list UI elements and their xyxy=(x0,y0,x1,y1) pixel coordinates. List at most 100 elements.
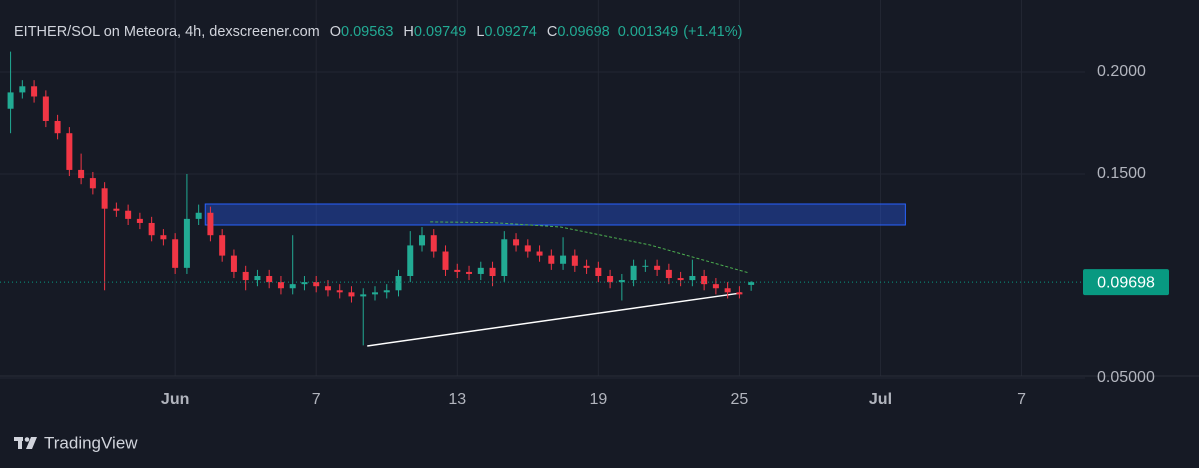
candle-body xyxy=(242,271,249,281)
candle-body xyxy=(724,288,731,293)
candle-body xyxy=(701,276,708,285)
ohlc-label: H xyxy=(403,24,414,40)
candle-body xyxy=(277,282,284,289)
logo-part xyxy=(18,437,22,449)
curve xyxy=(430,221,749,274)
axes: 0.05000 0.1500 0.2000 Jun 7 13 19 25 Jul 7 0.09698 xyxy=(0,63,1199,408)
ohlc-label: C xyxy=(546,24,558,40)
candle-body xyxy=(230,255,237,272)
candle-body xyxy=(665,269,672,279)
logo-part xyxy=(26,437,37,449)
candle-body xyxy=(466,271,473,274)
drawings xyxy=(204,203,906,347)
candles xyxy=(7,51,755,346)
x-tick-label: Jun xyxy=(161,391,189,408)
candle-body xyxy=(160,235,167,240)
brand: TradingView xyxy=(44,433,138,452)
ohlc-value: 0.09274 xyxy=(484,24,537,40)
candle-body xyxy=(748,282,755,285)
price-label: 0.09698 xyxy=(1097,274,1155,291)
candle-body xyxy=(654,265,661,270)
candle-body xyxy=(430,235,437,252)
candle-body xyxy=(101,188,108,209)
candle-body xyxy=(78,169,85,179)
candle-body xyxy=(172,239,179,268)
grid xyxy=(0,0,1085,379)
candle-body xyxy=(583,265,590,268)
candle-body xyxy=(266,276,273,283)
candle-body xyxy=(148,222,155,236)
candle-body xyxy=(595,267,602,277)
candle-body xyxy=(136,218,143,223)
candle-body xyxy=(360,294,367,297)
trendline xyxy=(367,292,742,347)
candle-body xyxy=(183,218,190,268)
candle-body xyxy=(513,239,520,246)
ohlc-label: O xyxy=(329,24,341,40)
zone-rectangle xyxy=(204,203,906,226)
y-tick-label: 0.05000 xyxy=(1097,369,1155,386)
y-tick-label: 0.1500 xyxy=(1097,165,1146,182)
candle-body xyxy=(407,245,414,277)
candle-body xyxy=(336,290,343,293)
x-tick-label: 7 xyxy=(1017,391,1026,408)
candle-body xyxy=(677,278,684,281)
candle-body xyxy=(689,276,696,281)
candle-body xyxy=(254,276,261,281)
candle-body xyxy=(125,210,132,219)
change: 0.001349 xyxy=(617,24,679,40)
candle-body xyxy=(383,290,390,293)
price-label-box xyxy=(1083,269,1169,296)
candle-body xyxy=(489,267,496,277)
candle-body xyxy=(195,212,202,219)
candle-body xyxy=(113,208,120,211)
ohlc-label: L xyxy=(476,24,485,40)
x-tick-label: 19 xyxy=(589,391,607,408)
candle-body xyxy=(66,133,73,170)
candle-body xyxy=(348,292,355,297)
candle-body xyxy=(442,251,449,270)
change-percent: (+1.41%) xyxy=(683,24,743,40)
symbol-title: EITHER/SOL on Meteora, 4h, dexscreener.c… xyxy=(14,24,320,40)
candle-body xyxy=(571,255,578,266)
legend-header: EITHER/SOL on Meteora, 4h, dexscreener.c… xyxy=(14,24,742,40)
candle-body xyxy=(54,120,61,134)
candle-body xyxy=(324,286,331,291)
candle-body xyxy=(712,284,719,289)
brand-logo xyxy=(14,437,37,449)
candle-body xyxy=(536,251,543,256)
candle-body xyxy=(31,86,38,97)
x-tick-label: 7 xyxy=(312,391,321,408)
y-tick-label: 0.2000 xyxy=(1097,63,1146,80)
ohlc-value: 0.09749 xyxy=(413,24,467,40)
candle-body xyxy=(7,92,14,109)
candle-body xyxy=(42,96,49,121)
candle-body xyxy=(477,267,484,274)
candle-body xyxy=(19,86,26,93)
candle-body xyxy=(618,280,625,283)
candle-body xyxy=(89,178,96,189)
candle-body xyxy=(501,239,508,277)
candle-body xyxy=(371,292,378,295)
candle-body xyxy=(395,276,402,291)
candle-body xyxy=(642,265,649,267)
ohlc: O 0.09563 H 0.09749 L 0.09274 C 0.09698 xyxy=(320,24,610,40)
candle-body xyxy=(524,245,531,252)
candle-body xyxy=(313,282,320,287)
candle-body xyxy=(607,276,614,283)
candle-body xyxy=(219,235,226,256)
candle-body xyxy=(419,235,426,246)
x-tick-label: Jul xyxy=(869,391,892,408)
logo-part xyxy=(24,437,30,442)
candle-body xyxy=(630,265,637,281)
candle-body xyxy=(207,212,214,236)
candle-body xyxy=(548,255,555,264)
x-tick-label: 13 xyxy=(448,391,466,408)
ohlc-value: 0.09563 xyxy=(341,24,394,40)
candle-body xyxy=(289,284,296,289)
candle-body xyxy=(736,292,743,295)
candle-body xyxy=(454,269,461,272)
